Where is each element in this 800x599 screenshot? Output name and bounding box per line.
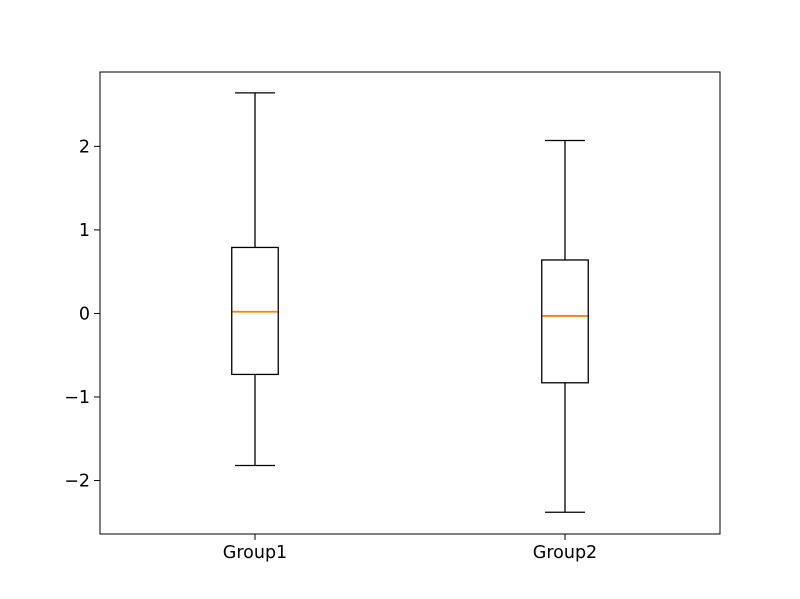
iqr-box: [231, 246, 279, 376]
x-tick-label-group1: Group1: [223, 543, 287, 563]
plot-frame: [99, 71, 721, 535]
y-tick-label: 0: [79, 304, 90, 324]
x-tick-label-group2: Group2: [533, 543, 597, 563]
iqr-box: [541, 259, 589, 384]
y-tick-label: −2: [64, 472, 90, 492]
y-tick-label: 1: [79, 221, 90, 241]
y-tick-label: −1: [64, 388, 90, 408]
y-tick-label: 2: [79, 137, 90, 157]
